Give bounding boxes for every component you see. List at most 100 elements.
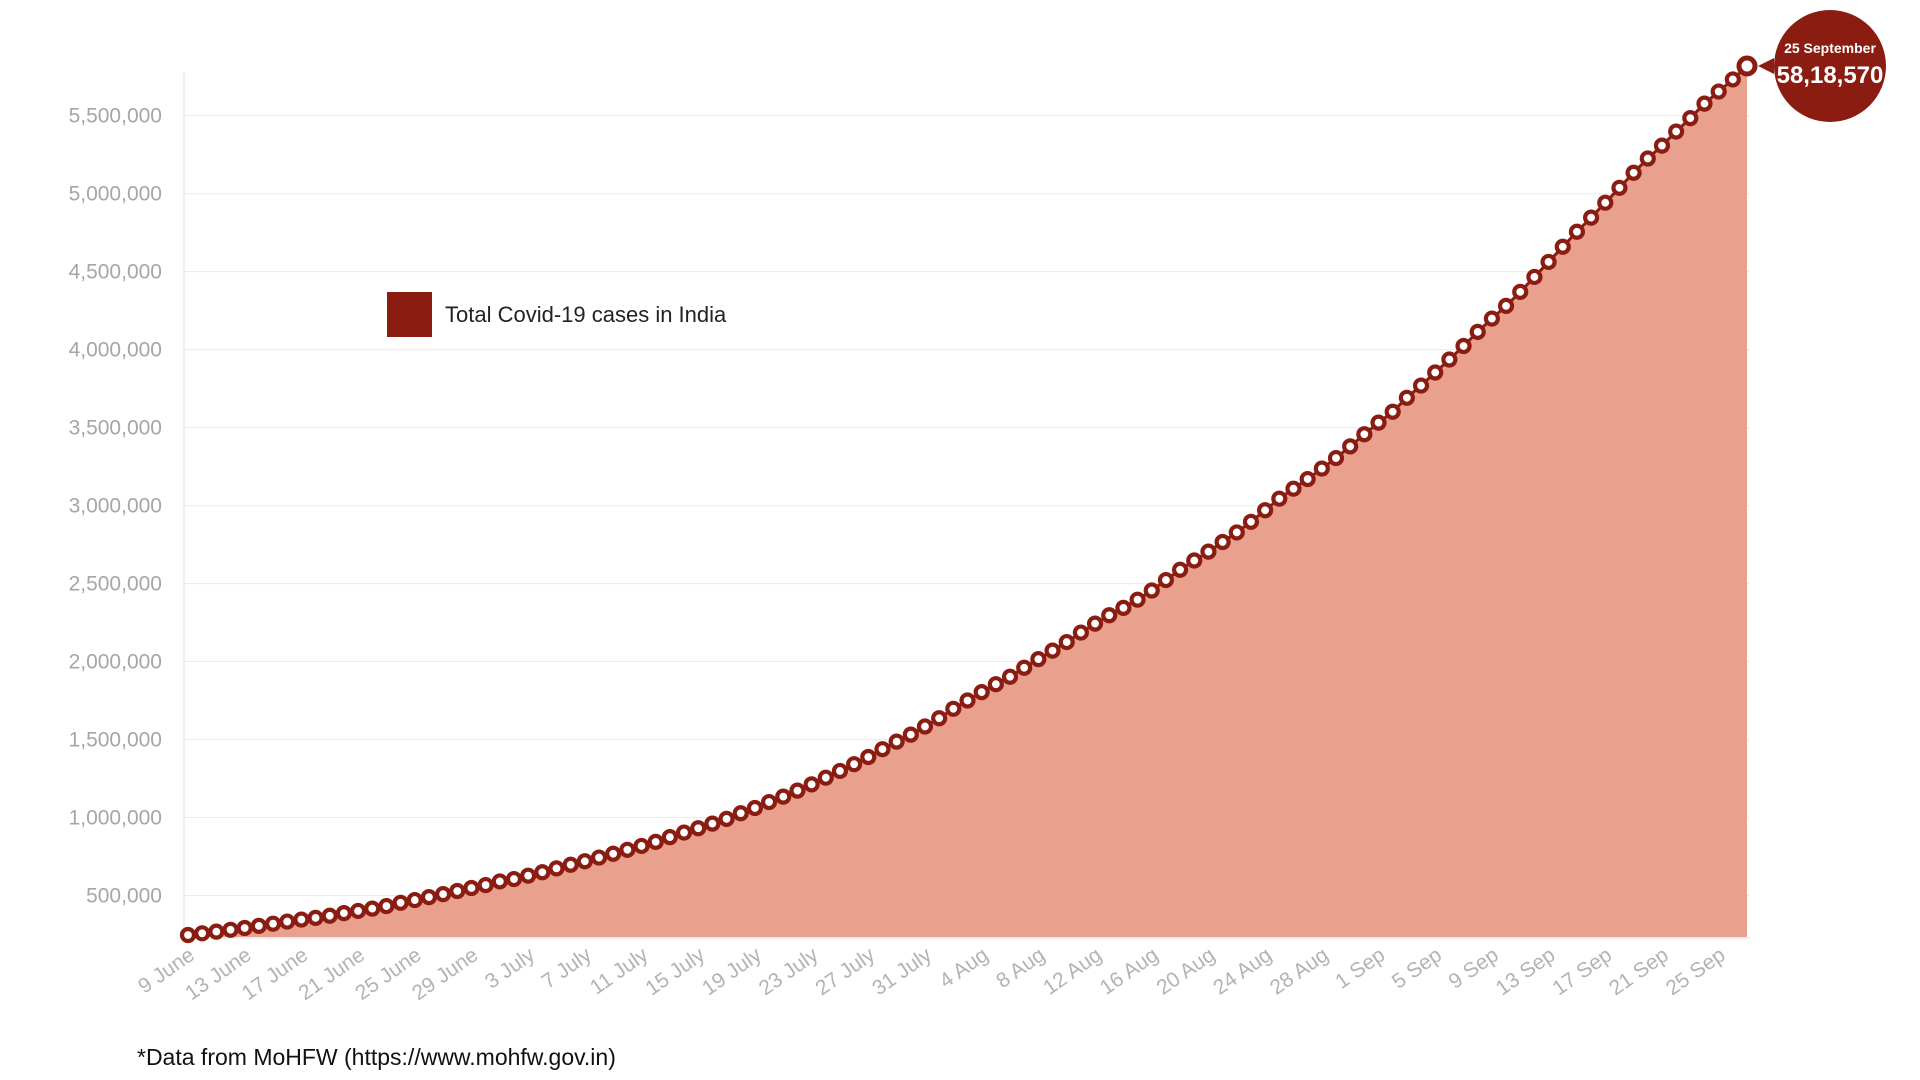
data-point xyxy=(1285,480,1302,497)
data-point xyxy=(222,921,239,938)
y-tick-label: 2,500,000 xyxy=(69,573,162,596)
data-point xyxy=(1313,460,1330,477)
x-tick-label: 7 July xyxy=(538,943,597,994)
data-point xyxy=(491,873,508,890)
data-point xyxy=(1257,502,1274,519)
data-point xyxy=(1299,470,1316,488)
data-point xyxy=(364,900,381,917)
data-point xyxy=(718,810,735,827)
data-point xyxy=(1157,571,1175,589)
data-point xyxy=(179,926,197,944)
data-point xyxy=(548,860,565,877)
x-tick-label: 16 Aug xyxy=(1096,943,1163,999)
data-point xyxy=(1512,283,1529,300)
data-point xyxy=(902,726,919,743)
x-tick-label: 29 June xyxy=(408,943,482,1005)
data-point xyxy=(619,841,636,858)
data-point xyxy=(746,799,764,817)
legend: Total Covid-19 cases in India xyxy=(387,292,727,337)
data-point xyxy=(1214,533,1231,551)
y-tick-label: 5,000,000 xyxy=(69,183,162,206)
y-tick-label: 1,000,000 xyxy=(69,807,162,830)
data-point xyxy=(1030,651,1047,668)
data-point xyxy=(1682,109,1699,127)
legend-swatch xyxy=(387,292,432,337)
area-fill xyxy=(188,66,1747,937)
x-tick-label: 13 Sep xyxy=(1492,943,1560,1000)
data-point xyxy=(435,885,452,903)
data-point xyxy=(1342,438,1359,455)
data-point xyxy=(1186,552,1203,569)
x-tick-label: 15 July xyxy=(641,943,709,1000)
data-point xyxy=(1044,642,1061,659)
data-point xyxy=(675,824,693,841)
data-point xyxy=(760,793,778,811)
data-point xyxy=(1327,449,1345,467)
series-points xyxy=(179,55,1758,944)
data-point xyxy=(1115,599,1132,616)
data-point xyxy=(1129,591,1146,608)
grid-lines xyxy=(184,115,1750,896)
data-point xyxy=(1540,253,1557,271)
data-point xyxy=(420,889,438,906)
data-point xyxy=(1497,297,1515,314)
data-point xyxy=(1271,490,1288,507)
x-tick-label: 11 July xyxy=(586,943,653,999)
data-point xyxy=(1639,150,1656,167)
area-path xyxy=(188,66,1747,937)
legend-label: Total Covid-19 cases in India xyxy=(445,302,727,327)
data-point xyxy=(846,756,863,773)
data-point xyxy=(1568,223,1586,240)
data-point xyxy=(1072,624,1089,641)
data-point xyxy=(1653,137,1671,154)
data-point xyxy=(775,788,792,805)
x-tick-label: 19 July xyxy=(698,943,766,1000)
data-point xyxy=(1242,513,1260,530)
y-tick-label: 2,000,000 xyxy=(69,651,162,674)
x-tick-label: 1 Sep xyxy=(1331,943,1389,993)
data-point xyxy=(1668,123,1685,140)
data-point xyxy=(1483,310,1500,327)
data-point xyxy=(1710,83,1727,100)
data-point xyxy=(349,902,367,920)
data-point xyxy=(959,692,976,709)
callout-date: 25 September xyxy=(1784,40,1876,56)
data-point xyxy=(732,805,749,822)
data-point xyxy=(1625,164,1642,181)
data-point xyxy=(1526,268,1543,286)
callout-circle xyxy=(1774,10,1886,122)
data-point xyxy=(874,741,891,758)
data-point xyxy=(1370,414,1387,431)
data-point xyxy=(1597,194,1614,211)
data-point xyxy=(647,833,664,850)
x-tick-label: 21 Sep xyxy=(1605,943,1673,1000)
data-point xyxy=(704,815,721,832)
data-point xyxy=(250,917,267,934)
data-point xyxy=(1171,561,1189,578)
data-point xyxy=(520,867,537,884)
axes xyxy=(183,72,1750,939)
y-tick-label: 1,500,000 xyxy=(69,729,162,752)
x-tick-label: 12 Aug xyxy=(1039,943,1106,999)
data-point xyxy=(264,915,282,932)
data-point xyxy=(1058,633,1075,651)
y-tick-label: 3,500,000 xyxy=(69,417,162,440)
x-tick-label: 27 July xyxy=(811,943,879,1000)
x-tick-label: 17 Sep xyxy=(1548,943,1616,1000)
data-source-note: *Data from MoHFW (https://www.mohfw.gov.… xyxy=(137,1044,616,1070)
data-point xyxy=(307,909,324,927)
data-point xyxy=(1724,71,1741,88)
data-point xyxy=(236,919,253,937)
data-point xyxy=(1441,351,1458,368)
data-point xyxy=(1086,615,1104,632)
data-point xyxy=(605,845,622,862)
data-point xyxy=(590,849,608,866)
data-point xyxy=(633,837,650,855)
x-tick-label: 31 July xyxy=(868,943,936,1000)
data-point xyxy=(335,904,352,922)
data-point xyxy=(1469,323,1486,340)
y-tick-label: 3,000,000 xyxy=(69,495,162,518)
y-tick-label: 4,500,000 xyxy=(69,261,162,284)
